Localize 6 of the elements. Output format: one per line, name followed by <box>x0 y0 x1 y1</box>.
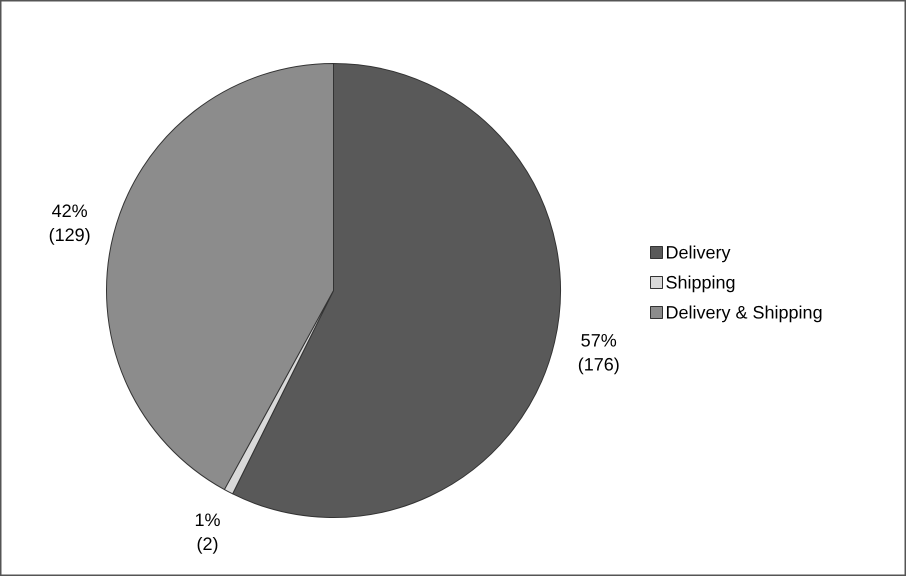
data-label: 42% (129) <box>48 200 91 245</box>
data-label: 57% (176) <box>578 330 620 375</box>
data-label: 1% (2) <box>194 510 220 554</box>
legend-label: Delivery <box>666 242 731 262</box>
legend-label: Shipping <box>666 272 736 292</box>
legend-label: Delivery & Shipping <box>666 302 823 322</box>
